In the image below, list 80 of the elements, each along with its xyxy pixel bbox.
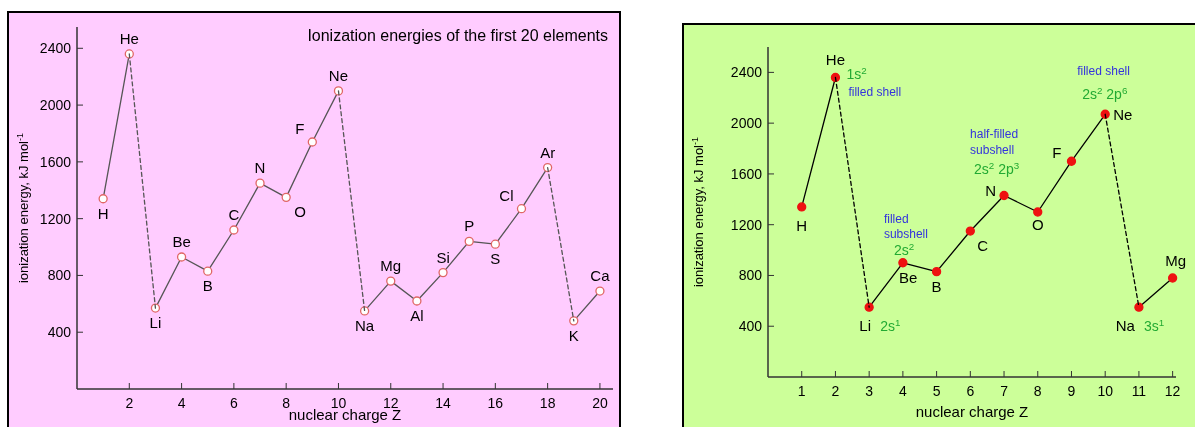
y-tick-label: 1600 xyxy=(730,165,763,182)
annotation: 2s$^{2}$ 2p$^{3}$ xyxy=(974,159,1020,177)
annotation: B xyxy=(931,277,942,295)
x-tick-label: 12 xyxy=(382,395,399,411)
annotation: Li xyxy=(859,317,871,335)
x-tick-label: 2 xyxy=(831,383,840,399)
annotation: C xyxy=(977,237,989,255)
annotation: 2s$^{1}$ xyxy=(880,316,901,335)
x-tick-label: 14 xyxy=(435,395,452,411)
annotation: 1s$^{2}$ xyxy=(846,64,867,83)
annotation: Ne xyxy=(1113,106,1133,124)
annotation: N xyxy=(254,159,266,177)
annotation: Mg xyxy=(380,257,402,275)
y-tick-label: 800 xyxy=(738,267,763,284)
annotation: filled shell xyxy=(848,85,902,100)
x-tick-label: 2 xyxy=(125,395,134,411)
annotation: filled xyxy=(883,211,909,226)
annotation: Ca xyxy=(590,267,611,285)
y-tick-label: 2000 xyxy=(730,115,763,132)
annotation: subshell xyxy=(883,226,928,241)
x-tick-label: 7 xyxy=(1000,383,1009,399)
annotation: Ne xyxy=(328,66,349,84)
annotation: 2s$^{2}$ xyxy=(893,240,915,258)
annotation: B xyxy=(202,277,213,295)
annotation: F xyxy=(295,119,305,137)
y-tick-label: 1200 xyxy=(39,210,72,227)
x-tick-label: 4 xyxy=(898,383,907,399)
annotation: filled shell xyxy=(1077,64,1130,79)
annotation: Na xyxy=(1115,317,1136,335)
x-axis-title: nuclear charge Z xyxy=(915,403,1029,420)
annotation: 2s$^{2}$ 2p$^{6}$ xyxy=(1082,84,1128,103)
annotation: Cl xyxy=(499,186,514,204)
annotation: H xyxy=(97,204,109,222)
x-tick-label: 10 xyxy=(1097,383,1114,399)
annotation: He xyxy=(119,29,139,47)
x-tick-label: 6 xyxy=(966,383,975,399)
x-tick-label: 8 xyxy=(1033,383,1042,399)
annotation: H xyxy=(796,216,808,234)
annotation: C xyxy=(228,206,240,223)
x-tick-label: 12 xyxy=(1164,383,1181,399)
x-tick-label: 11 xyxy=(1131,383,1147,399)
annotation: Si xyxy=(436,248,450,266)
y-tick-label: 400 xyxy=(738,318,763,335)
x-tick-label: 1 xyxy=(797,383,806,399)
annotation: subshell xyxy=(970,142,1015,157)
annotation: O xyxy=(294,203,306,221)
annotation: He xyxy=(825,51,846,69)
y-tick-label: 800 xyxy=(47,267,72,284)
x-tick-label: 18 xyxy=(539,395,556,411)
x-tick-label: 8 xyxy=(282,395,291,411)
y-tick-label: 1600 xyxy=(39,153,72,170)
annotation: 3s$^{1}$ xyxy=(1143,316,1165,335)
annotation: Mg xyxy=(1165,252,1187,269)
annotation: Na xyxy=(355,316,375,334)
annotation: half-filled xyxy=(970,126,1019,141)
x-tick-label: 20 xyxy=(592,395,608,411)
annotation: S xyxy=(490,250,501,268)
y-tick-label: 2400 xyxy=(730,64,763,81)
x-tick-label: 16 xyxy=(487,395,504,411)
y-tick-label: 2000 xyxy=(39,97,72,114)
annotation: P xyxy=(464,217,475,235)
annotation: Li xyxy=(149,314,162,332)
x-tick-label: 10 xyxy=(330,395,347,411)
annotation: Be xyxy=(172,232,191,250)
annotation: Ar xyxy=(540,143,556,161)
annotation: O xyxy=(1031,216,1044,233)
annotation: F xyxy=(1052,144,1062,162)
y-tick-label: 2400 xyxy=(39,40,72,57)
annotation: Be xyxy=(898,268,918,286)
x-tick-label: 3 xyxy=(865,383,874,399)
annotation: K xyxy=(568,326,579,344)
chart-title: Ionization energies of the first 20 elements xyxy=(307,27,608,44)
annotation: Al xyxy=(410,306,424,324)
x-tick-label: 9 xyxy=(1067,383,1076,399)
x-tick-label: 4 xyxy=(177,395,186,411)
y-tick-label: 400 xyxy=(47,324,72,341)
x-tick-label: 6 xyxy=(229,395,238,411)
x-tick-label: 5 xyxy=(932,383,941,399)
y-tick-label: 1200 xyxy=(730,216,763,233)
annotation: N xyxy=(985,181,997,199)
